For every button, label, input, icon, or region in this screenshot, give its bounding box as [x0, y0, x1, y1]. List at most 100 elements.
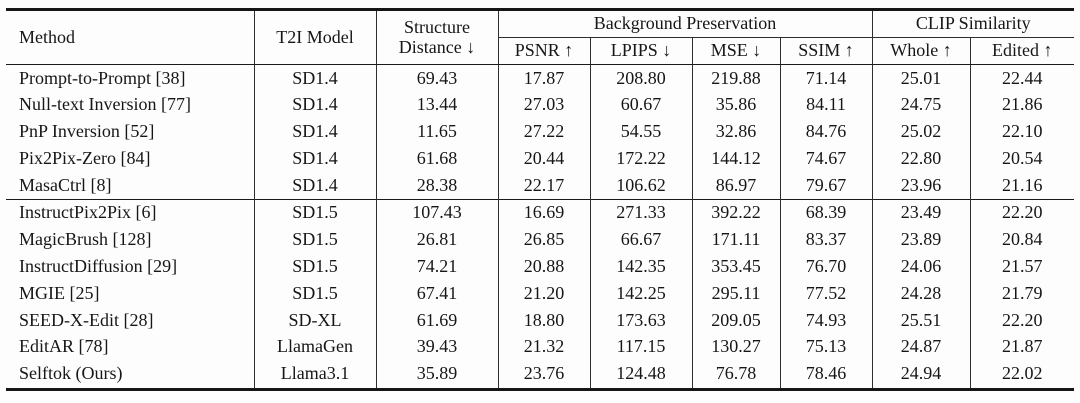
t2i-cell: SD-XL [253, 307, 376, 334]
t2i-cell: SD1.4 [253, 91, 376, 119]
value-cell: 84.11 [779, 91, 873, 119]
value-cell: 76.70 [779, 253, 873, 281]
value-cell: 23.89 [871, 226, 971, 254]
table-row-instructdiffusion: InstructDiffusion [29] SD1.5 74.21 20.88… [6, 253, 1075, 281]
value-cell: 295.11 [691, 280, 780, 308]
value-cell: 24.75 [871, 91, 971, 119]
t2i-cell: SD1.5 [253, 280, 376, 308]
value-cell: 22.20 [969, 198, 1075, 227]
value-cell: 172.22 [589, 145, 692, 173]
t2i-cell: SD1.5 [253, 226, 376, 254]
value-cell: 21.57 [969, 253, 1075, 281]
method-cell: EditAR [78] [19, 336, 109, 357]
method-cell: Selftok (Ours) [19, 363, 123, 384]
t2i-cell: SD1.4 [253, 64, 376, 92]
method-cell: PnP Inversion [52] [19, 121, 155, 142]
value-cell: 60.67 [589, 91, 692, 119]
col-header-mse: MSE ↓ [691, 37, 780, 65]
col-header-structure-distance: Structure Distance ↓ [375, 9, 498, 65]
value-cell: 32.86 [691, 118, 780, 146]
t2i-cell: SD1.4 [253, 145, 376, 173]
value-cell: 22.44 [969, 64, 1075, 92]
method-cell: InstructPix2Pix [6] [6, 198, 254, 227]
value-cell: 25.51 [871, 307, 971, 334]
value-cell: 20.84 [969, 226, 1075, 254]
value-cell: 13.44 [375, 91, 498, 119]
value-cell: 117.15 [589, 333, 692, 361]
value-cell: 35.89 [375, 360, 498, 390]
col-header-ssim: SSIM ↑ [779, 37, 873, 65]
t2i-cell: SD1.5 [253, 253, 376, 281]
structure-distance-label-line2: Distance ↓ [398, 36, 476, 57]
col-header-method: Method [6, 9, 254, 65]
value-cell: 77.52 [779, 280, 873, 308]
table-row-masactrl: MasaCtrl [8] SD1.4 28.38 22.17 106.62 86… [6, 172, 1075, 200]
value-cell: 61.69 [375, 307, 498, 334]
value-cell: 66.67 [589, 226, 692, 254]
method-cell: MagicBrush [128] [19, 229, 152, 250]
value-cell: 392.22 [691, 198, 780, 227]
value-cell: 22.20 [969, 307, 1075, 334]
value-cell: 39.43 [375, 333, 498, 361]
group-header-background-preservation: Background Preservation [497, 9, 873, 38]
header-row-metrics: PSNR ↑ LPIPS ↓ MSE ↓ SSIM ↑ Whole ↑ Edit… [6, 37, 1075, 65]
value-cell: 208.80 [589, 64, 692, 92]
t2i-cell: LlamaGen [253, 333, 376, 361]
col-header-t2i-model: T2I Model [253, 9, 376, 65]
value-cell: 23.49 [871, 198, 971, 227]
method-cell: SEED-X-Edit [28] [19, 309, 154, 330]
value-cell: 21.86 [969, 91, 1075, 119]
group-header-clip-similarity: CLIP Similarity [871, 9, 1075, 38]
t2i-cell: SD1.4 [253, 118, 376, 146]
value-cell: 71.14 [779, 64, 873, 92]
value-cell: 22.02 [969, 360, 1075, 390]
method-cell: Null-text Inversion [77] [19, 94, 191, 115]
value-cell: 74.21 [375, 253, 498, 281]
value-cell: 26.81 [375, 226, 498, 254]
value-cell: 25.01 [871, 64, 971, 92]
value-cell: 124.48 [589, 360, 692, 390]
method-cell: MasaCtrl [8] [19, 174, 112, 195]
value-cell: 24.06 [871, 253, 971, 281]
table-row-seed-x-edit: SEED-X-Edit [28] SD-XL 61.69 18.80 173.6… [6, 307, 1075, 334]
value-cell: 24.87 [871, 333, 971, 361]
value-cell: 21.79 [969, 280, 1075, 308]
value-cell: 84.76 [779, 118, 873, 146]
value-cell: 35.86 [691, 91, 780, 119]
value-cell: 271.33 [589, 198, 692, 227]
value-cell: 22.17 [497, 172, 590, 200]
value-cell: 21.16 [969, 172, 1075, 200]
t2i-cell: SD1.5 [253, 198, 376, 227]
value-cell: 22.80 [871, 145, 971, 173]
value-cell: 20.88 [497, 253, 590, 281]
value-cell: 61.68 [375, 145, 498, 173]
value-cell: 21.20 [497, 280, 590, 308]
value-cell: 54.55 [589, 118, 692, 146]
table-row-null-text-inversion: Null-text Inversion [77] SD1.4 13.44 27.… [6, 91, 1075, 119]
method-cell: MGIE [25] [19, 282, 100, 303]
value-cell: 173.63 [589, 307, 692, 334]
table-row-instructpix2pix: InstructPix2Pix [6] SD1.5 107.43 16.69 2… [6, 198, 1075, 227]
value-cell: 79.67 [779, 172, 873, 200]
header-row-groups: Method T2I Model Structure Distance ↓ Ba… [6, 9, 1075, 65]
t2i-cell: SD1.4 [253, 172, 376, 200]
value-cell: 26.85 [497, 226, 590, 254]
value-cell: 20.54 [969, 145, 1075, 173]
value-cell: 209.05 [691, 307, 780, 334]
value-cell: 106.62 [589, 172, 692, 200]
value-cell: 27.03 [497, 91, 590, 119]
value-cell: 25.02 [871, 118, 971, 146]
value-cell: 144.12 [691, 145, 780, 173]
value-cell: 68.39 [779, 198, 873, 227]
table-row-magicbrush: MagicBrush [128] SD1.5 26.81 26.85 66.67… [6, 226, 1075, 254]
value-cell: 22.10 [969, 118, 1075, 146]
value-cell: 75.13 [779, 333, 873, 361]
value-cell: 23.96 [871, 172, 971, 200]
col-header-clip-whole: Whole ↑ [871, 37, 971, 65]
value-cell: 20.44 [497, 145, 590, 173]
value-cell: 83.37 [779, 226, 873, 254]
results-table: Method T2I Model Structure Distance ↓ Ba… [6, 8, 1075, 391]
value-cell: 28.38 [375, 172, 498, 200]
method-cell: Pix2Pix-Zero [84] [19, 147, 151, 168]
